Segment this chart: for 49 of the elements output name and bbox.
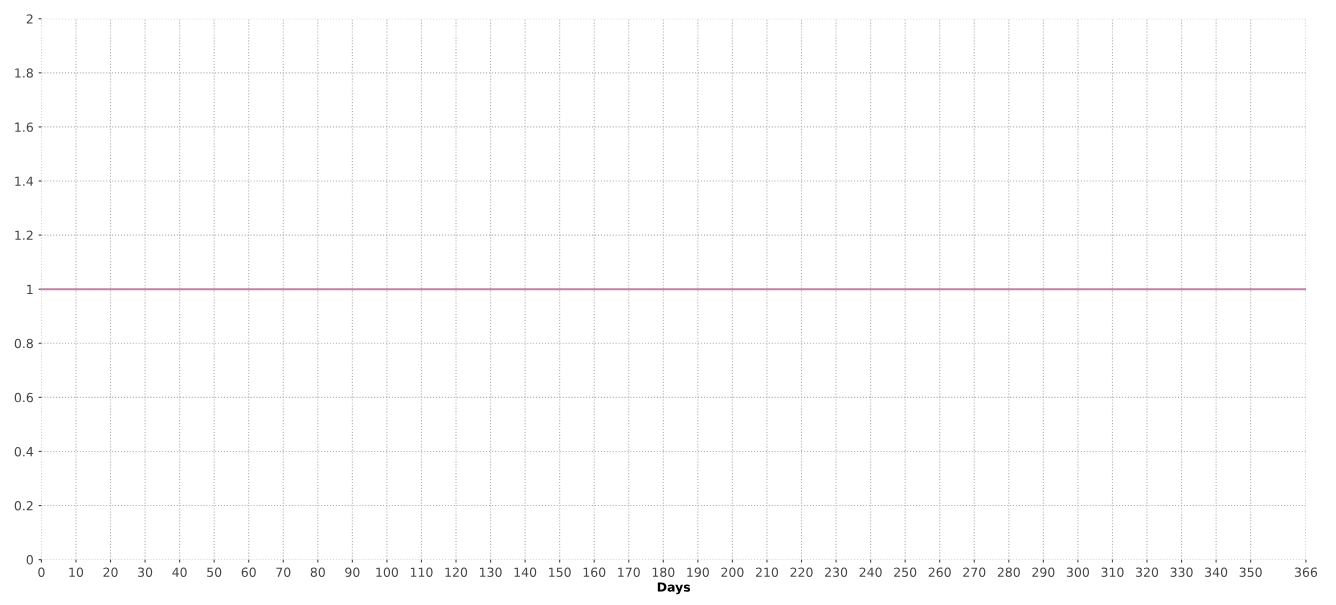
x-tick-label: 120 (445, 567, 468, 577)
x-tick-label: 260 (928, 567, 951, 577)
y-tick-label: 1.2 (15, 230, 33, 240)
x-tick-label: 110 (410, 567, 433, 577)
y-tick-label: 0.2 (14, 501, 33, 511)
x-axis-title: Days (657, 582, 691, 595)
x-tick-label: 300 (1066, 567, 1090, 577)
x-tick-label: 60 (241, 567, 256, 577)
x-tick-label: 330 (1170, 567, 1193, 577)
x-tick-label: 220 (790, 567, 813, 577)
x-tick-label: 90 (345, 567, 360, 577)
y-tick-label: 0.8 (14, 338, 33, 349)
x-tick-label: 310 (1101, 567, 1124, 577)
x-tick-label: 250 (894, 567, 917, 577)
x-tick-label: 100 (376, 567, 399, 577)
x-tick-label: 230 (825, 567, 848, 577)
x-tick-label: 150 (549, 567, 571, 577)
x-tick-label: 350 (1239, 567, 1262, 577)
x-tick-label: 20 (103, 567, 118, 577)
x-tick-label: 40 (172, 567, 187, 577)
x-tick-label: 240 (859, 567, 882, 577)
y-tick-label: 1.6 (15, 122, 33, 132)
x-tick-label: 340 (1205, 567, 1228, 577)
y-tick-label: 0.6 (14, 392, 33, 403)
x-tick-label: 320 (1136, 567, 1159, 577)
x-tick-label: 130 (480, 567, 502, 577)
y-tick-label: 0 (26, 555, 33, 565)
x-tick-label: 366 (1294, 567, 1318, 577)
x-tick-label: 10 (69, 567, 84, 577)
x-tick-label: 80 (310, 567, 325, 577)
y-tick-label: 2 (26, 14, 33, 24)
x-tick-label: 170 (618, 567, 640, 577)
y-tick-label: 1 (27, 284, 33, 294)
x-tick-label: 200 (721, 567, 744, 577)
x-tick-label: 180 (652, 567, 675, 577)
y-tick-label: 0.4 (14, 446, 34, 457)
x-tick-label: 50 (207, 567, 222, 577)
x-tick-label: 190 (687, 567, 709, 577)
x-tick-label: 270 (963, 567, 986, 577)
x-tick-label: 140 (514, 567, 537, 577)
x-tick-label: 280 (997, 567, 1020, 577)
x-tick-label: 70 (276, 567, 291, 577)
x-tick-label: 160 (583, 567, 606, 577)
y-tick-label: 1.8 (15, 68, 33, 78)
x-tick-label: 30 (138, 567, 153, 577)
y-tick-label: 1.4 (15, 176, 34, 186)
x-tick-label: 210 (755, 567, 779, 577)
x-tick-label: 0 (38, 567, 45, 577)
x-tick-label: 290 (1032, 567, 1055, 577)
